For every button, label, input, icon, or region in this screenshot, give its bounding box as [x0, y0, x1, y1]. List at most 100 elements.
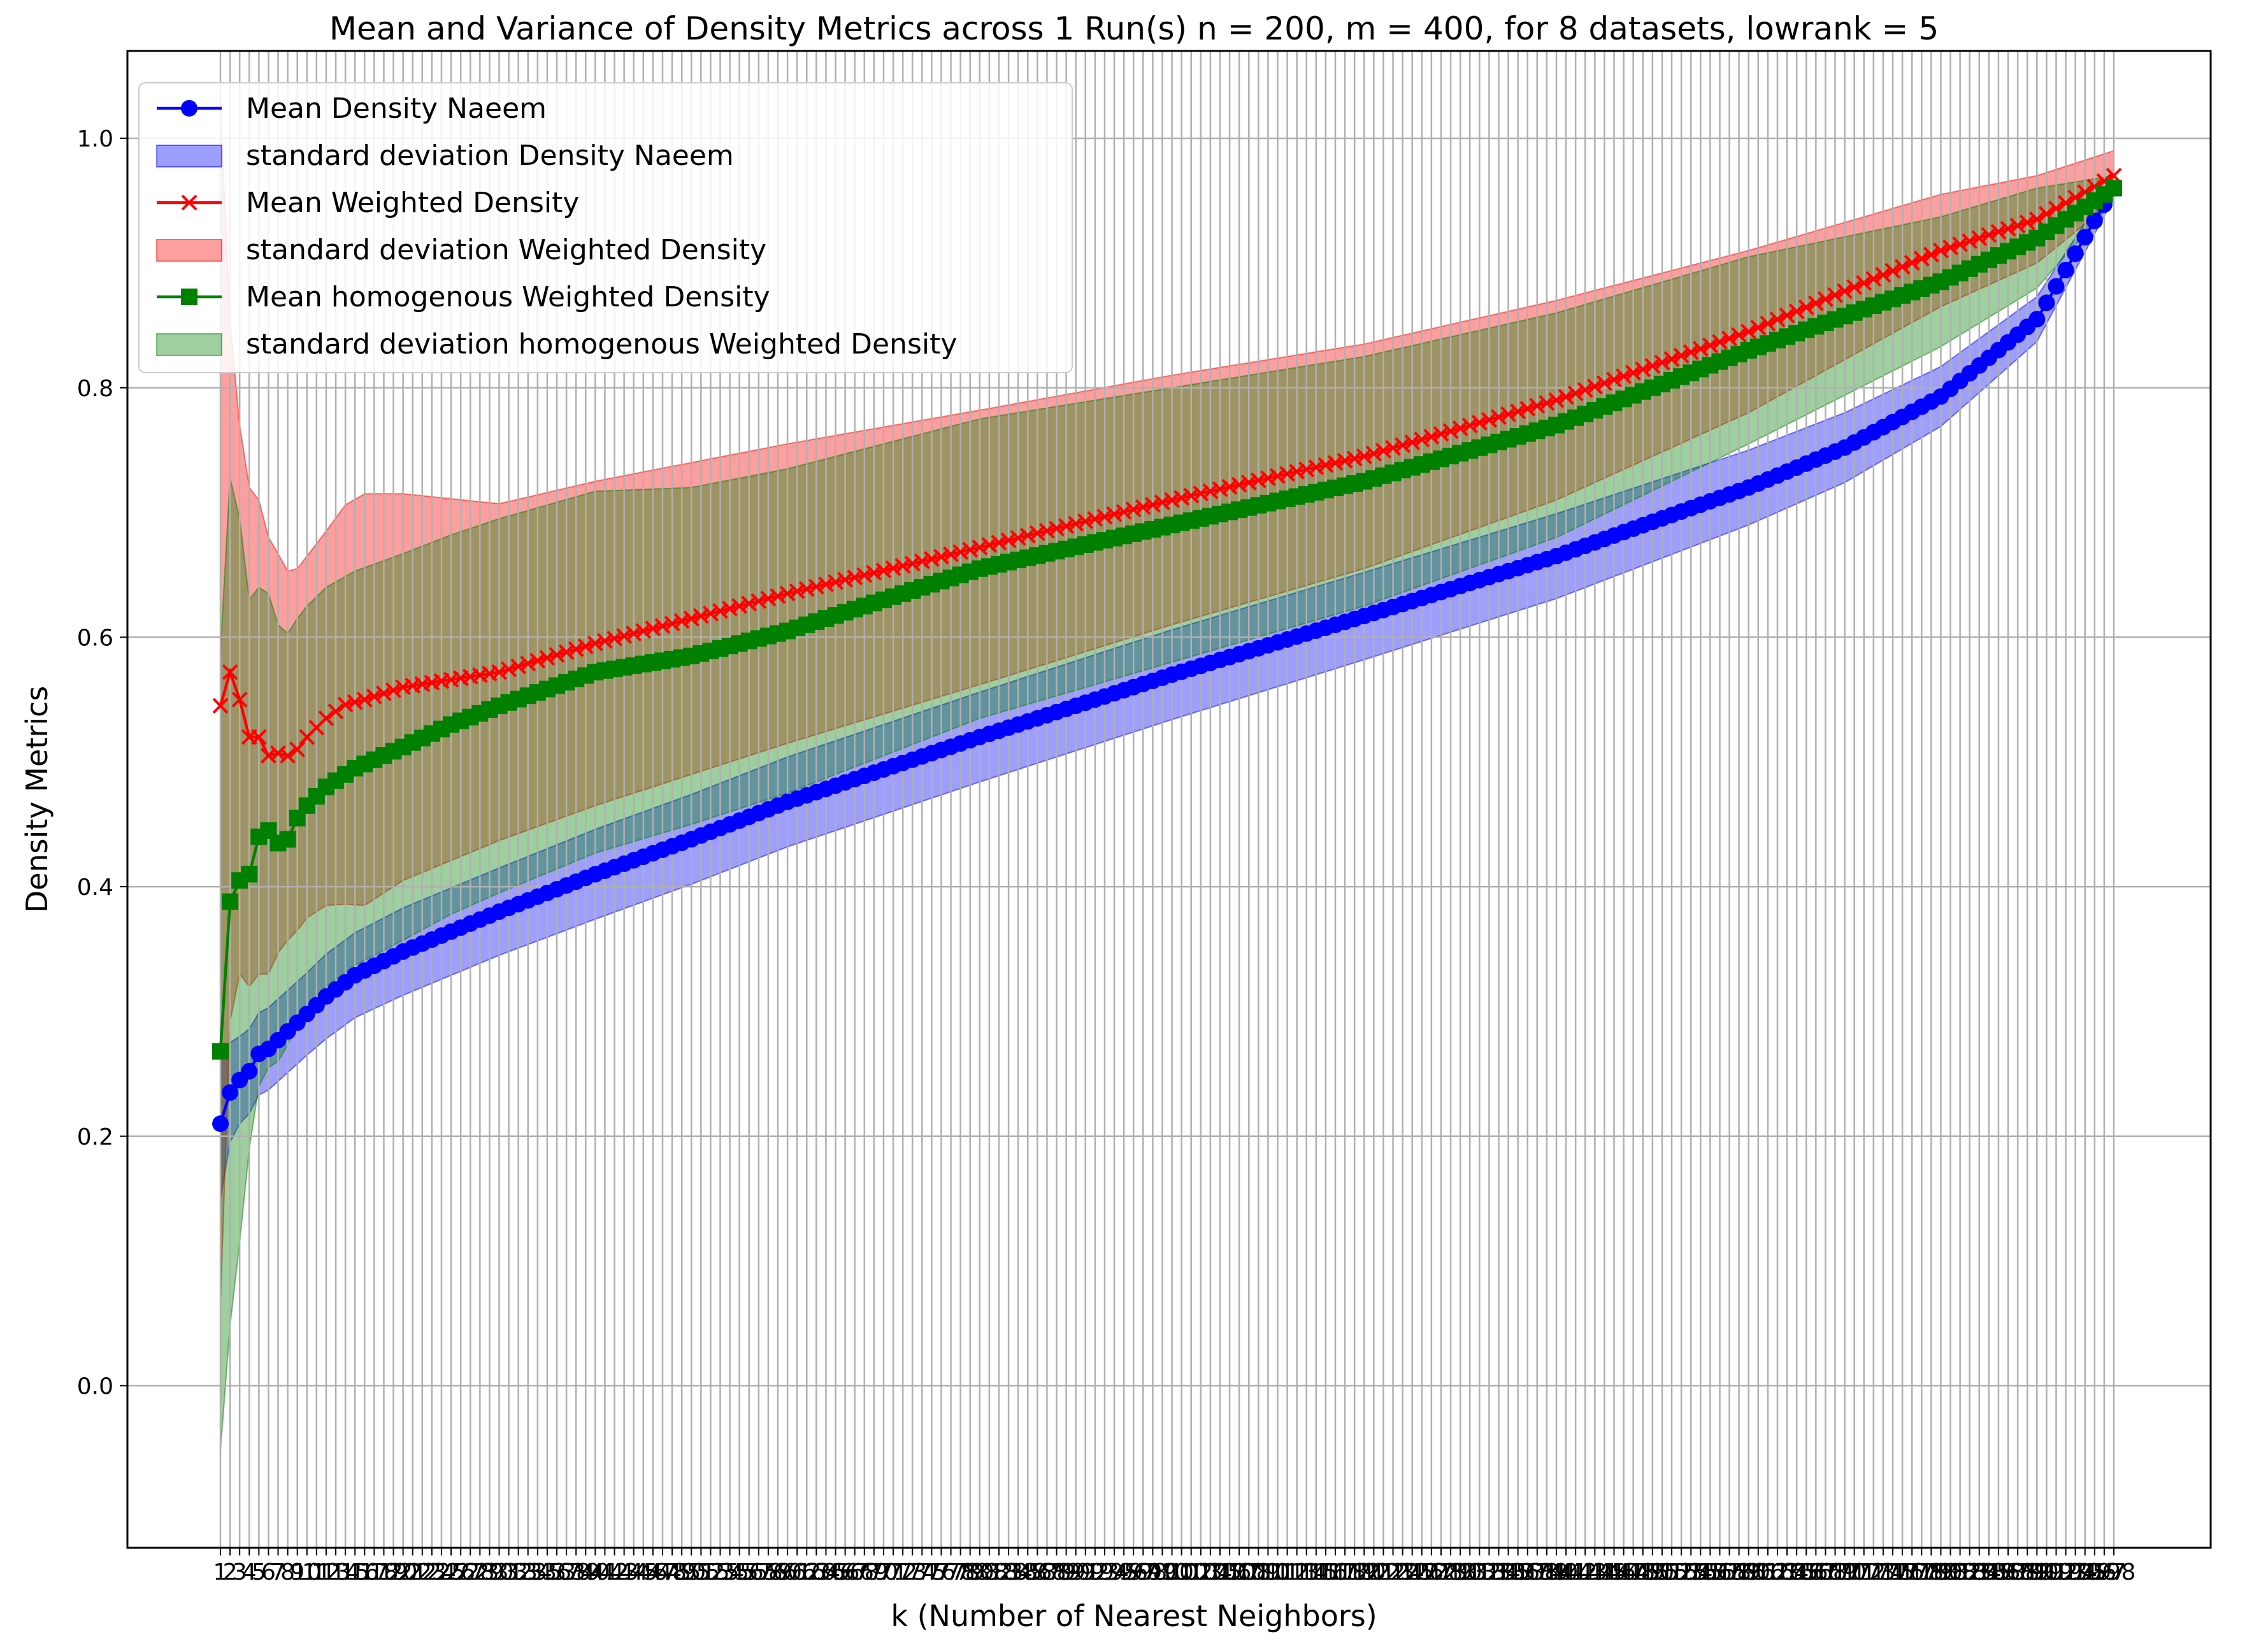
data-point-x	[1270, 468, 1286, 484]
x-tick-label: 193	[2044, 1559, 2088, 1585]
data-point-x	[779, 585, 796, 602]
legend-marker	[181, 194, 197, 211]
data-point-x	[943, 546, 959, 562]
x-tick-label: 104	[1189, 1559, 1233, 1585]
x-tick-label: 17	[359, 1559, 389, 1585]
x-tick-label: 96	[1119, 1559, 1148, 1585]
x-tick-label: 174	[1862, 1559, 1906, 1585]
data-point-x	[981, 537, 998, 554]
data-point-x	[1481, 411, 1497, 428]
data-point-x	[1740, 324, 1757, 340]
x-tick-label: 101	[1159, 1559, 1203, 1585]
data-point-x	[885, 560, 901, 576]
x-tick-label: 15	[340, 1559, 370, 1585]
data-point-circle	[2028, 311, 2046, 328]
x-tick-label: 41	[591, 1559, 620, 1585]
data-point-x	[539, 650, 556, 666]
x-tick-label: 115	[1294, 1559, 1338, 1585]
x-tick-label: 9	[290, 1559, 305, 1585]
data-point-x	[1068, 515, 1084, 532]
x-tick-label: 39	[571, 1559, 600, 1585]
data-point-x	[1471, 415, 1488, 431]
x-tick-label: 188	[1996, 1559, 2040, 1585]
data-point-x	[1423, 429, 1440, 445]
data-point-x	[1865, 271, 1882, 287]
data-point-x	[1962, 233, 1978, 250]
x-tick-label: 142	[1554, 1559, 1598, 1585]
data-point-x	[1077, 513, 1094, 529]
data-point-x	[1365, 445, 1382, 462]
x-tick-label: 59	[763, 1559, 793, 1585]
x-tick-label: 120	[1342, 1559, 1386, 1585]
x-tick-label: 154	[1669, 1559, 1713, 1585]
x-tick-label: 123	[1371, 1559, 1415, 1585]
data-point-x	[635, 623, 652, 640]
x-tick-label: 103	[1179, 1559, 1223, 1585]
x-tick-label: 190	[2015, 1559, 2059, 1585]
x-tick-label: 49	[667, 1559, 696, 1585]
x-tick-label: 111	[1256, 1559, 1300, 1585]
x-tick-label: 71	[879, 1559, 908, 1585]
x-tick-label: 140	[1535, 1559, 1579, 1585]
x-tick-label: 54	[715, 1559, 745, 1585]
data-point-x	[1673, 347, 1690, 364]
x-tick-label: 75	[917, 1559, 946, 1585]
data-point-x	[1817, 291, 1834, 308]
data-point-x	[222, 664, 238, 680]
x-tick-label: 149	[1621, 1559, 1665, 1585]
x-tick-label: 45	[629, 1559, 658, 1585]
x-tick-label: 197	[2083, 1559, 2127, 1585]
data-point-x	[385, 682, 401, 699]
x-tick-label: 95	[1109, 1559, 1138, 1585]
data-point-x	[327, 703, 344, 720]
data-point-x	[1125, 501, 1142, 518]
data-point-x	[568, 641, 584, 657]
x-tick-label: 194	[2053, 1559, 2097, 1585]
x-tick-label: 29	[475, 1559, 505, 1585]
data-point-x	[1807, 295, 1824, 311]
data-point-x	[923, 551, 940, 567]
data-point-x	[1000, 532, 1017, 548]
y-tick-label: 0.8	[77, 376, 113, 402]
x-tick-label: 191	[2025, 1559, 2069, 1585]
x-tick-label: 63	[801, 1559, 831, 1585]
x-tick-label: 1	[213, 1559, 228, 1585]
data-point-x	[501, 661, 517, 678]
x-tick-label: 64	[812, 1559, 841, 1585]
data-point-x	[1769, 311, 1786, 327]
x-tick-label: 138	[1515, 1559, 1559, 1585]
data-point-x	[529, 652, 546, 669]
x-tick-label: 44	[619, 1559, 649, 1585]
x-tick-label: 152	[1650, 1559, 1694, 1585]
data-point-x	[991, 534, 1007, 551]
x-tick-label: 43	[610, 1559, 639, 1585]
x-tick-label: 22	[408, 1559, 437, 1585]
x-tick-label: 137	[1505, 1559, 1549, 1585]
data-point-x	[1212, 481, 1228, 497]
data-point-x	[587, 635, 603, 652]
x-tick-label: 186	[1977, 1559, 2021, 1585]
data-point-x	[1096, 508, 1113, 525]
x-tick-label: 21	[398, 1559, 427, 1585]
x-tick-label: 35	[533, 1559, 562, 1585]
x-tick-label: 86	[1023, 1559, 1052, 1585]
data-point-x	[1260, 470, 1276, 487]
data-point-x	[1798, 299, 1814, 315]
x-tick-label: 47	[648, 1559, 677, 1585]
data-point-x	[972, 540, 988, 555]
x-tick-label: 74	[907, 1559, 937, 1585]
data-point-x	[1308, 459, 1324, 476]
x-tick-label: 136	[1496, 1559, 1540, 1585]
data-point-x	[2000, 220, 2016, 237]
data-point-x	[231, 691, 248, 708]
x-tick-label: 164	[1765, 1559, 1809, 1585]
data-point-x	[520, 655, 536, 672]
data-point-x	[770, 588, 786, 604]
x-tick-label: 40	[580, 1559, 610, 1585]
x-tick-label: 62	[792, 1559, 821, 1585]
x-tick-label: 11	[302, 1559, 331, 1585]
x-tick-label: 97	[1128, 1559, 1158, 1585]
legend-entry-label: Mean homogenous Weighted Density	[246, 281, 770, 313]
x-tick-label: 180	[1919, 1559, 1963, 1585]
x-tick-label: 170	[1823, 1559, 1867, 1585]
